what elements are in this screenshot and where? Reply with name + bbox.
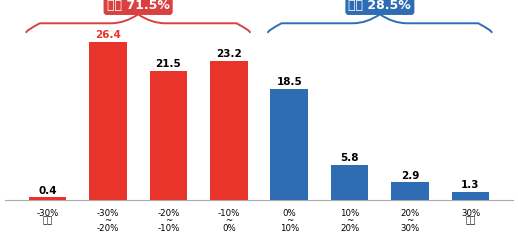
Text: 26.4: 26.4 — [95, 30, 121, 40]
Bar — [392, 182, 429, 200]
Text: ~: ~ — [285, 216, 293, 226]
Text: 23.2: 23.2 — [216, 49, 242, 59]
Text: 1.3: 1.3 — [461, 180, 480, 190]
Text: -20%: -20% — [157, 209, 180, 218]
Bar — [331, 165, 368, 200]
Text: 18.5: 18.5 — [276, 77, 302, 87]
Text: ~: ~ — [346, 216, 353, 226]
Text: 30%: 30% — [400, 224, 420, 233]
Text: 미만: 미만 — [42, 216, 53, 226]
Text: ~: ~ — [225, 216, 233, 226]
Text: ~: ~ — [104, 216, 111, 226]
Text: 개선 28.5%: 개선 28.5% — [349, 0, 411, 12]
Text: 5.8: 5.8 — [340, 153, 359, 163]
Text: ~: ~ — [165, 216, 172, 226]
Text: 30%: 30% — [461, 209, 480, 218]
Text: 20%: 20% — [400, 209, 420, 218]
Text: 20%: 20% — [340, 224, 359, 233]
Bar — [150, 71, 187, 200]
Text: -10%: -10% — [157, 224, 180, 233]
Text: 10%: 10% — [280, 224, 299, 233]
Text: -10%: -10% — [218, 209, 240, 218]
Text: -20%: -20% — [97, 224, 119, 233]
Bar — [210, 61, 248, 200]
Bar — [29, 197, 66, 200]
Text: -30%: -30% — [36, 209, 59, 218]
Text: 0.4: 0.4 — [38, 186, 57, 196]
Text: -30%: -30% — [97, 209, 119, 218]
Bar — [452, 192, 490, 200]
Text: 2.9: 2.9 — [401, 171, 419, 181]
Text: 21.5: 21.5 — [155, 59, 181, 69]
Text: 초과: 초과 — [465, 216, 476, 226]
Text: ~: ~ — [407, 216, 414, 226]
Bar — [270, 89, 308, 200]
Bar — [89, 42, 127, 200]
Text: 악화 71.5%: 악화 71.5% — [107, 0, 169, 12]
Text: 0%: 0% — [222, 224, 236, 233]
Text: 0%: 0% — [282, 209, 296, 218]
Text: 10%: 10% — [340, 209, 359, 218]
